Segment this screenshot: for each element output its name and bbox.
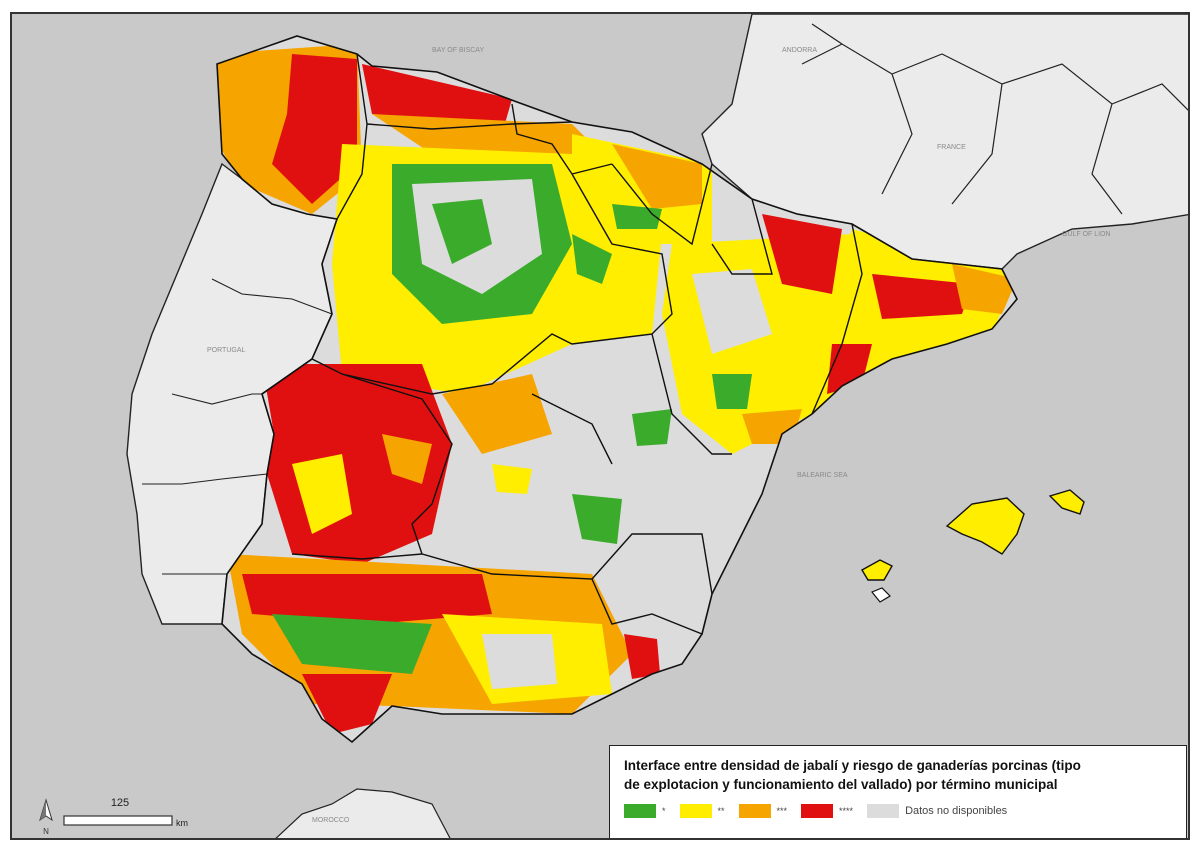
legend-item-class-1: * <box>624 804 666 818</box>
ibiza[interactable] <box>861 559 893 581</box>
legend-swatch <box>801 804 834 818</box>
map-canvas[interactable]: PORTUGAL FRANCE ANDORRA BAY OF BISCAY GU… <box>12 14 1190 840</box>
label-bay-of-biscay: BAY OF BISCAY <box>432 47 484 54</box>
label-andorra: ANDORRA <box>782 47 817 54</box>
formentera[interactable] <box>871 587 891 603</box>
legend-item-class-4: **** <box>801 804 853 818</box>
legend-title-line-2: de explotacion y funcionamiento del vall… <box>624 777 1058 792</box>
mallorca[interactable] <box>945 497 1025 555</box>
legend-swatch <box>679 804 712 818</box>
scale-bar: N 125 km <box>39 797 188 836</box>
legend-swatch <box>867 804 900 818</box>
scale-unit: km <box>176 818 188 828</box>
label-france: FRANCE <box>937 144 966 151</box>
legend-swatch <box>624 804 656 818</box>
label-morocco: MOROCCO <box>312 817 350 824</box>
legend-title-line-1: Interface entre densidad de jabalí y rie… <box>624 758 1081 773</box>
map-frame: PORTUGAL FRANCE ANDORRA BAY OF BISCAY GU… <box>10 12 1190 840</box>
legend-item-label: *** <box>776 806 788 816</box>
legend-item-label: * <box>662 806 666 816</box>
scale-value: 125 <box>111 797 129 809</box>
risk-overlay <box>217 44 1017 734</box>
region-borders <box>261 53 863 635</box>
legend-item-class-2: ** <box>679 804 725 818</box>
morocco-landmass <box>275 788 451 838</box>
france-region-borders <box>801 23 1188 215</box>
legend-item-label: **** <box>839 806 854 816</box>
legend-item-class-3: *** <box>738 804 788 818</box>
scale-bar-rect <box>63 815 173 826</box>
legend-item-label: Datos no disponibles <box>905 805 1008 817</box>
legend-item-label: ** <box>717 806 725 816</box>
legend: Interface entre densidad de jabalí y rie… <box>609 745 1187 838</box>
legend-items: * ** *** **** Datos no disponibles <box>624 804 1176 818</box>
label-gulf-of-lion: GULF OF LION <box>1062 231 1111 238</box>
legend-swatch <box>738 804 771 818</box>
menorca[interactable] <box>1048 489 1085 515</box>
legend-title: Interface entre densidad de jabalí y rie… <box>624 756 1176 794</box>
north-arrow-icon <box>39 798 53 822</box>
north-arrow-label: N <box>43 827 49 836</box>
portugal-region-borders <box>142 278 333 575</box>
label-balearic-sea: BALEARIC SEA <box>797 472 848 479</box>
label-portugal: PORTUGAL <box>207 347 245 354</box>
legend-item-no-data: Datos no disponibles <box>867 804 1007 818</box>
